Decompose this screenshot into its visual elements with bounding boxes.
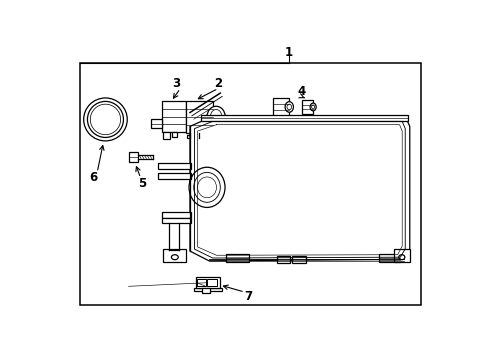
Bar <box>158 163 191 169</box>
Bar <box>163 249 186 262</box>
Ellipse shape <box>87 102 123 138</box>
Bar <box>193 288 222 291</box>
Bar <box>186 101 212 133</box>
Text: 5: 5 <box>138 177 146 190</box>
Text: 1: 1 <box>284 46 292 59</box>
Ellipse shape <box>285 102 293 112</box>
Bar <box>393 249 409 262</box>
Ellipse shape <box>206 106 225 127</box>
Polygon shape <box>189 118 409 261</box>
Text: 7: 7 <box>244 289 252 302</box>
Bar <box>379 254 400 262</box>
Bar <box>202 288 209 293</box>
Bar <box>129 152 138 162</box>
Bar <box>161 212 191 218</box>
Bar <box>195 277 220 288</box>
Text: 6: 6 <box>89 171 97 184</box>
Bar <box>186 135 203 138</box>
Bar <box>292 256 305 263</box>
Bar <box>207 279 216 286</box>
Bar <box>80 63 420 305</box>
Text: 2: 2 <box>214 77 222 90</box>
Bar <box>161 218 191 223</box>
Bar <box>301 100 312 114</box>
Bar <box>273 98 289 117</box>
Ellipse shape <box>189 167 224 207</box>
Ellipse shape <box>309 103 316 111</box>
Bar <box>151 119 162 128</box>
Text: 4: 4 <box>297 85 305 98</box>
Ellipse shape <box>83 98 127 141</box>
Bar <box>172 132 177 138</box>
Bar <box>158 173 191 179</box>
Bar <box>201 115 407 121</box>
Bar <box>196 279 205 286</box>
Bar <box>161 102 186 132</box>
Bar <box>277 256 290 263</box>
Bar <box>225 254 248 262</box>
Bar <box>163 132 170 139</box>
Text: 3: 3 <box>172 77 181 90</box>
